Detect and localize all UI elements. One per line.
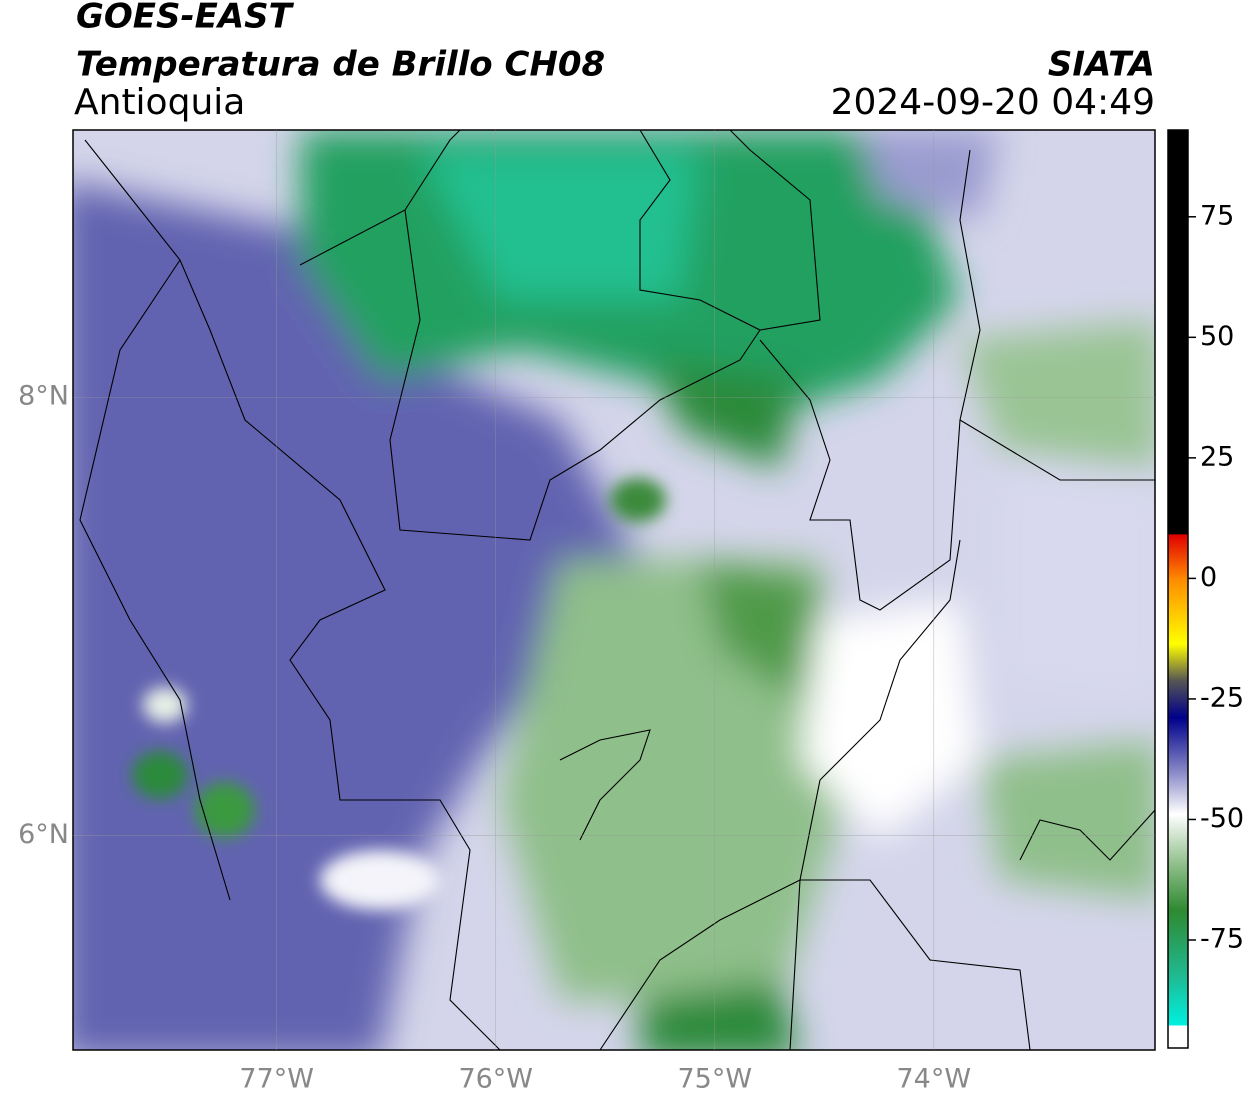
region: Antioquia [74, 82, 245, 123]
lat-tick-label: 6°N [18, 819, 69, 850]
source: SIATA [1048, 45, 1155, 85]
lon-tick-label: 77°W [239, 1064, 314, 1095]
lon-tick-label: 74°W [897, 1064, 972, 1095]
colorbar-tick-label: -50 [1200, 803, 1244, 834]
colorbar-tick-label: 50 [1200, 321, 1234, 352]
colorbar-tick-label: 25 [1200, 441, 1234, 472]
subtitle: Temperatura de Brillo CH08 [76, 45, 605, 85]
satellite-image [73, 130, 1155, 1050]
lon-tick-label: 76°W [458, 1064, 533, 1095]
timestamp: 2024-09-20 04:49 [831, 82, 1155, 123]
colorbar-tick-label: 0 [1200, 562, 1217, 593]
colorbar-tick-label: -75 [1200, 924, 1244, 955]
colorbar-tick-label: 75 [1200, 200, 1234, 231]
borders [79, 130, 1155, 1050]
title: GOES-EAST [76, 0, 295, 37]
map-frame [72, 129, 1156, 1051]
lon-tick-label: 75°W [677, 1064, 752, 1095]
colorbar [1167, 129, 1189, 1049]
lat-tick-label: 8°N [18, 381, 69, 412]
colorbar-tick-label: -25 [1200, 682, 1244, 713]
